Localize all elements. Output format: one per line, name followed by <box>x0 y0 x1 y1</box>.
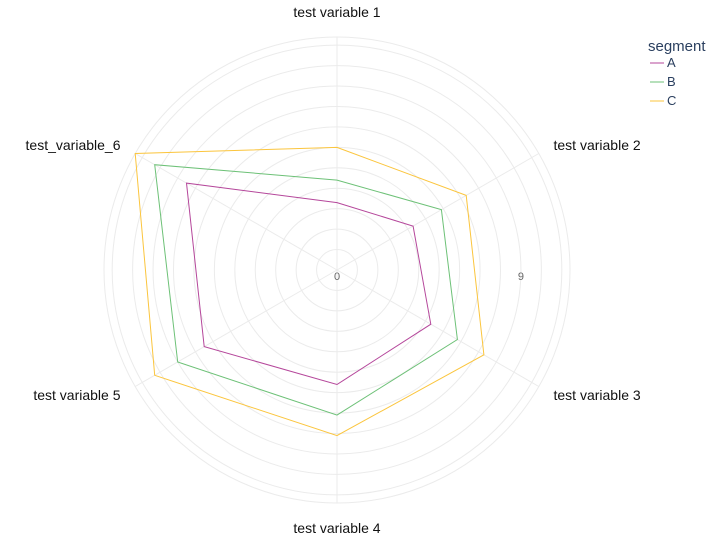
grid-spoke <box>336 269 540 387</box>
legend-label: B <box>667 74 676 89</box>
legend-item-c[interactable]: C <box>650 93 676 108</box>
series-a-line <box>185 182 432 386</box>
axis-label: test variable 4 <box>293 520 380 536</box>
axis-label: test variable 1 <box>293 4 380 20</box>
series-c-line <box>134 146 485 437</box>
series-b-line <box>154 164 458 416</box>
series-layer <box>134 146 485 437</box>
radial-tick-label: 9 <box>518 271 524 283</box>
legend-item-a[interactable]: A <box>650 55 676 70</box>
legend: segment ABC <box>648 38 706 108</box>
legend-title: segment <box>648 38 706 55</box>
axis-label: test variable 3 <box>554 387 641 403</box>
polar-grid <box>103 36 571 504</box>
radial-tick-label: 0 <box>334 271 340 283</box>
axis-label: test variable 5 <box>33 387 120 403</box>
legend-label: A <box>667 55 676 70</box>
axis-labels: test variable 1 test variable 2 test varia… <box>26 4 641 536</box>
legend-label: C <box>667 93 676 108</box>
axis-label: test variable 2 <box>554 137 641 153</box>
grid-spoke <box>134 269 338 387</box>
grid-spoke <box>336 153 540 271</box>
grid-spoke <box>134 153 338 271</box>
legend-item-b[interactable]: B <box>650 74 676 89</box>
axis-label: test_variable_6 <box>26 137 121 153</box>
